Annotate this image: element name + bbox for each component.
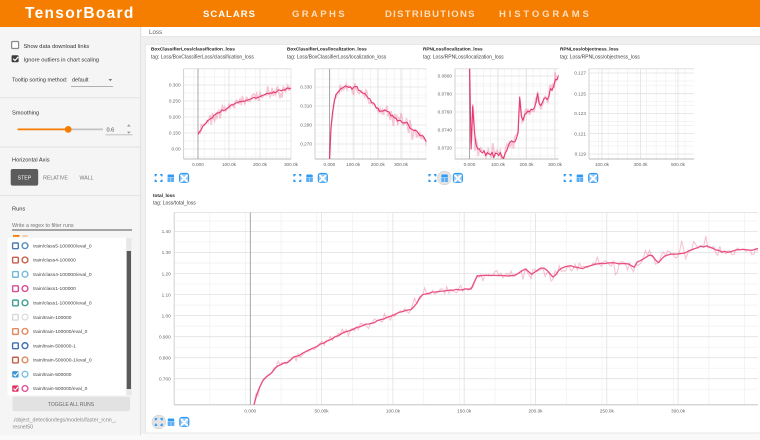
svg-text:total_loss: total_loss <box>153 193 175 198</box>
svg-text:0.6: 0.6 <box>107 128 115 134</box>
svg-text:150.0k: 150.0k <box>457 409 472 414</box>
svg-text:train/class1-100000/eval_0: train/class1-100000/eval_0 <box>33 301 92 307</box>
svg-text:./object_detection/legs/models: ./object_detection/legs/models/faster_rc… <box>13 418 117 424</box>
svg-text:BoxClassifierLoss/classificati: BoxClassifierLoss/classification_loss <box>151 47 235 52</box>
svg-text:0.000: 0.000 <box>244 409 256 414</box>
svg-text:train/train-500000-1: train/train-500000-1 <box>33 343 76 349</box>
svg-text:Tooltip sorting method:: Tooltip sorting method: <box>12 78 68 84</box>
svg-text:0.0800: 0.0800 <box>438 74 453 79</box>
svg-text:0.700: 0.700 <box>159 376 171 381</box>
svg-text:50.00k: 50.00k <box>315 409 330 414</box>
svg-text:Write a regex to filter runs: Write a regex to filter runs <box>12 223 74 229</box>
svg-text:200.0k: 200.0k <box>253 162 268 167</box>
svg-text:300.0k: 300.0k <box>548 162 563 167</box>
svg-text:BoxClassifierLoss/localization: BoxClassifierLoss/localization_loss <box>287 47 367 52</box>
svg-text:tag: Loss/RPNLoss/localization: tag: Loss/RPNLoss/localization_loss <box>423 55 504 61</box>
svg-text:0.310: 0.310 <box>300 104 312 109</box>
svg-text:200.0k: 200.0k <box>528 409 543 414</box>
svg-text:0.900: 0.900 <box>159 334 171 339</box>
svg-text:0.000: 0.000 <box>324 162 336 167</box>
svg-text:RPNLoss/localization_loss: RPNLoss/localization_loss <box>423 47 483 52</box>
svg-text:train/train-500000: train/train-500000 <box>33 372 72 378</box>
svg-text:0.800: 0.800 <box>159 355 171 360</box>
svg-text:train/train-100000/eval_0: train/train-100000/eval_0 <box>33 329 87 335</box>
svg-text:100.0k: 100.0k <box>595 162 610 167</box>
svg-text:Runs: Runs <box>12 207 25 213</box>
svg-text:WALL: WALL <box>80 176 94 182</box>
svg-text:default: default <box>72 78 89 84</box>
svg-text:200.0k: 200.0k <box>371 162 386 167</box>
svg-text:TOGGLE ALL RUNS: TOGGLE ALL RUNS <box>48 402 95 408</box>
svg-text:train/class4-100000: train/class4-100000 <box>33 258 76 264</box>
svg-text:0.000: 0.000 <box>464 162 476 167</box>
svg-text:300.0k: 300.0k <box>671 409 686 414</box>
svg-text:tag: Loss/total_loss: tag: Loss/total_loss <box>153 201 196 207</box>
svg-text:100.0k: 100.0k <box>346 162 361 167</box>
svg-text:Horizontal Axis: Horizontal Axis <box>12 158 50 164</box>
svg-text:1.00: 1.00 <box>162 313 172 318</box>
svg-text:Ignore outliers in chart scali: Ignore outliers in chart scaling <box>24 57 100 63</box>
svg-text:200.0k: 200.0k <box>519 162 534 167</box>
svg-text:train/class4-100000/eval_0: train/class4-100000/eval_0 <box>33 272 92 278</box>
svg-text:0.0720: 0.0720 <box>438 146 453 151</box>
svg-text:1.20: 1.20 <box>162 271 172 276</box>
svg-text:train/train-100000: train/train-100000 <box>33 315 72 321</box>
svg-text:0.000: 0.000 <box>192 162 204 167</box>
svg-text:resnet50: resnet50 <box>13 425 34 431</box>
svg-text:1.40: 1.40 <box>162 229 172 234</box>
svg-text:train/train-500000/eval_0: train/train-500000/eval_0 <box>33 386 87 392</box>
svg-text:train/class5-100000/eval_0: train/class5-100000/eval_0 <box>33 243 92 249</box>
svg-text:250.0k: 250.0k <box>600 409 615 414</box>
svg-text:100.0k: 100.0k <box>222 162 237 167</box>
svg-text:RPNLoss/objectness_loss: RPNLoss/objectness_loss <box>560 47 619 52</box>
svg-text:100.0k: 100.0k <box>386 409 401 414</box>
svg-text:0.150: 0.150 <box>169 131 181 136</box>
svg-text:0.200: 0.200 <box>169 115 181 120</box>
svg-text:STEP: STEP <box>18 176 32 182</box>
svg-text:0.00: 0.00 <box>171 147 181 152</box>
svg-text:Loss: Loss <box>149 29 162 36</box>
svg-text:0.121: 0.121 <box>574 131 586 136</box>
svg-text:0.0740: 0.0740 <box>438 128 453 133</box>
svg-text:Show data download links: Show data download links <box>24 44 90 50</box>
svg-text:0.300: 0.300 <box>169 83 181 88</box>
svg-text:0.0760: 0.0760 <box>438 110 453 115</box>
svg-text:100.0k: 100.0k <box>491 162 506 167</box>
svg-text:300.0k: 300.0k <box>633 162 648 167</box>
svg-text:300.0k: 300.0k <box>394 162 409 167</box>
svg-text:0.123: 0.123 <box>574 111 586 116</box>
svg-text:500.0k: 500.0k <box>671 162 686 167</box>
svg-text:tag: Loss/BoxClassifierLoss/cl: tag: Loss/BoxClassifierLoss/classificati… <box>151 55 254 61</box>
svg-text:Smoothing: Smoothing <box>12 111 39 117</box>
svg-text:0.290: 0.290 <box>300 123 312 128</box>
svg-text:0.125: 0.125 <box>574 91 586 96</box>
svg-text:tag: Loss/BoxClassifierLoss/lo: tag: Loss/BoxClassifierLoss/localization… <box>287 55 387 61</box>
svg-text:train/class1-100000: train/class1-100000 <box>33 286 76 292</box>
svg-text:RELATIVE: RELATIVE <box>43 176 68 182</box>
svg-text:0.119: 0.119 <box>575 152 587 157</box>
svg-text:0.270: 0.270 <box>300 142 312 147</box>
svg-text:300.0k: 300.0k <box>284 162 299 167</box>
svg-text:0.0780: 0.0780 <box>438 92 453 97</box>
svg-text:0.330: 0.330 <box>300 85 312 90</box>
svg-text:1.10: 1.10 <box>162 292 172 297</box>
svg-text:train/train-500000-1/eval_0: train/train-500000-1/eval_0 <box>33 358 92 364</box>
svg-text:0.250: 0.250 <box>169 99 181 104</box>
svg-text:0.127: 0.127 <box>574 71 586 76</box>
svg-text:tag: Loss/RPNLoss/objectness_l: tag: Loss/RPNLoss/objectness_loss <box>560 55 640 61</box>
svg-text:1.30: 1.30 <box>162 250 172 255</box>
